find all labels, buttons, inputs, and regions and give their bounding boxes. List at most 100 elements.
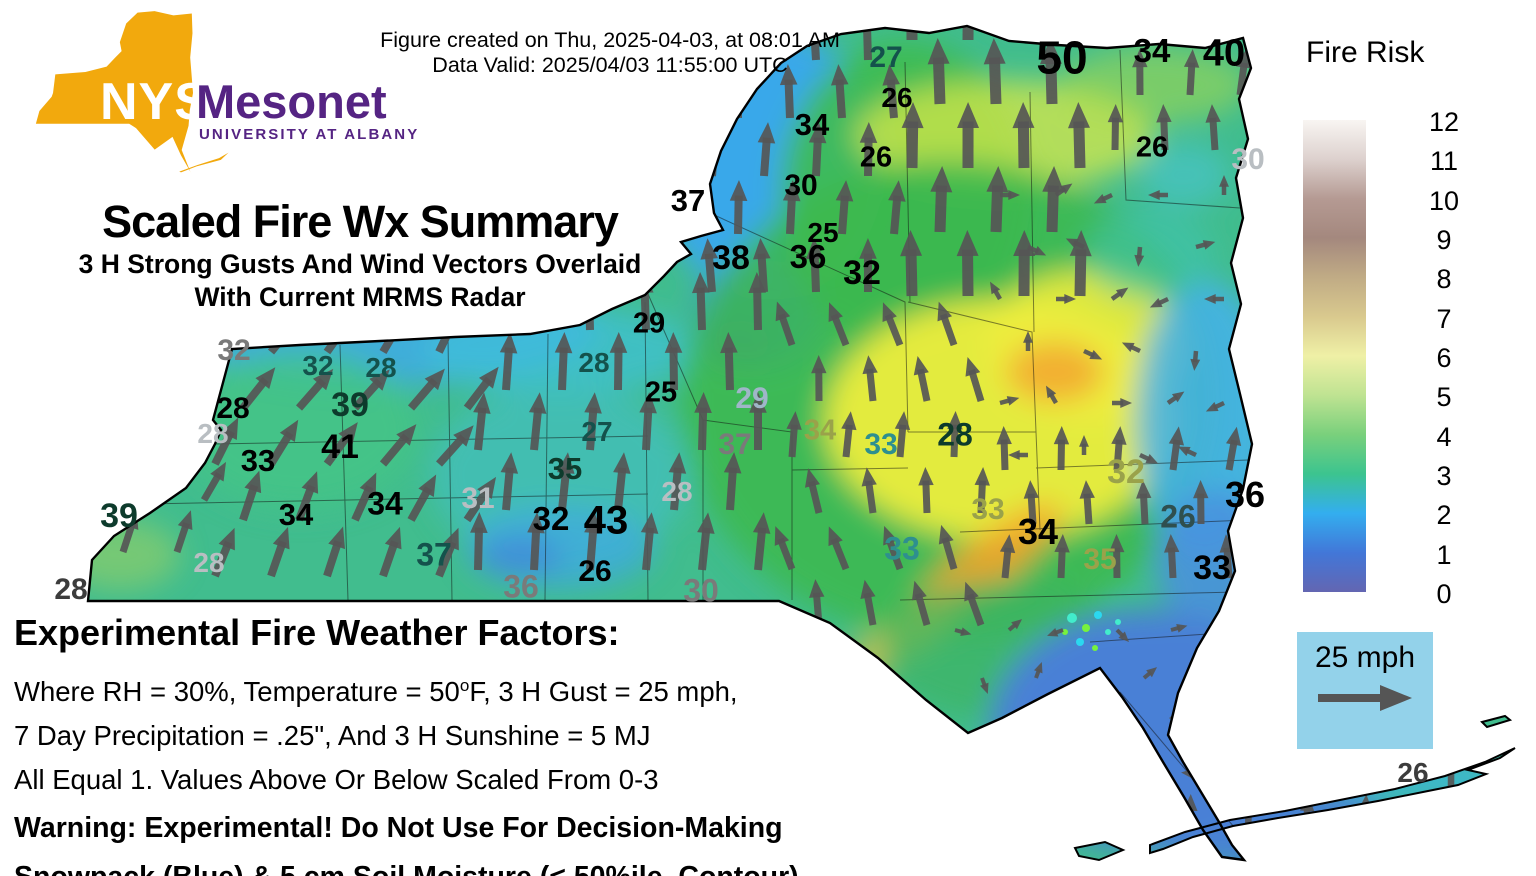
wind-arrow xyxy=(1186,726,1195,749)
wind-arrow xyxy=(554,332,573,354)
wind-arrow xyxy=(918,467,934,486)
wind-arrow xyxy=(894,411,911,430)
wind-arrow xyxy=(1230,723,1242,733)
wind-arrow xyxy=(98,459,113,479)
wind-arrow xyxy=(1039,38,1062,65)
wind-arrow xyxy=(301,471,319,494)
wind-arrow xyxy=(968,369,985,403)
wind-arrow xyxy=(642,527,655,571)
wind-arrow xyxy=(1167,547,1177,579)
wind-arrow xyxy=(1215,0,1230,15)
wind-arrow xyxy=(1202,240,1216,250)
wind-arrow xyxy=(384,526,402,550)
wind-arrow xyxy=(811,355,827,374)
wind-arrow xyxy=(1001,547,1012,579)
wind-arrow xyxy=(1113,439,1123,471)
fire-risk-tick-8: 8 xyxy=(1436,264,1452,295)
wind-arrow xyxy=(396,424,417,446)
wind-arrow xyxy=(1215,766,1224,789)
wind-arrow xyxy=(882,64,900,86)
wind-arrow xyxy=(1026,772,1037,780)
wind-arrow xyxy=(1034,662,1043,674)
wind-arrow xyxy=(1149,298,1163,308)
wind-arrow xyxy=(668,452,687,474)
wind-speed-legend: 25 mph xyxy=(1297,632,1433,749)
wind-arrow xyxy=(477,476,497,500)
wind-arrow xyxy=(379,540,399,578)
figure-subtitle-1: 3 H Strong Gusts And Wind Vectors Overla… xyxy=(78,249,642,279)
wind-arrow xyxy=(640,512,659,534)
wind-arrow xyxy=(913,355,929,376)
warning-line-1: Warning: Experimental! Do Not Use For De… xyxy=(14,812,783,845)
wind-arrow xyxy=(1046,185,1059,233)
wind-arrow xyxy=(1204,294,1216,304)
wind-arrow xyxy=(914,592,931,626)
wind-arrow xyxy=(697,512,715,534)
wind-arrow xyxy=(210,461,227,482)
wind-arrow xyxy=(1053,426,1070,445)
gust-value: 34 xyxy=(804,414,836,446)
wind-arrow xyxy=(696,287,706,331)
wind-arrow xyxy=(42,471,52,500)
gust-value: 27 xyxy=(869,41,902,74)
wind-arrow xyxy=(473,392,491,414)
wind-arrow xyxy=(1017,121,1030,169)
wind-arrow xyxy=(351,485,374,522)
wind-arrow xyxy=(784,79,794,119)
wind-arrow xyxy=(932,57,946,105)
gust-value: 25 xyxy=(807,217,838,248)
gust-value: 28 xyxy=(197,418,228,449)
wind-arrow xyxy=(613,452,631,474)
wind-arrow xyxy=(1299,794,1315,812)
wind-arrow xyxy=(700,238,718,260)
wind-arrow xyxy=(586,527,598,571)
wind-arrow xyxy=(1115,287,1129,299)
wind-arrow xyxy=(120,421,145,451)
wind-arrow xyxy=(980,682,989,694)
fire-risk-tick-2: 2 xyxy=(1436,500,1452,531)
wind-arrow xyxy=(530,407,543,451)
wind-arrow xyxy=(706,122,724,144)
wind-arrow xyxy=(863,592,877,626)
wind-arrow xyxy=(901,102,924,129)
gust-value: 26 xyxy=(578,555,611,588)
wind-arrow xyxy=(1089,350,1103,360)
gust-value: 50 xyxy=(1036,32,1087,84)
footer-line1-post: F, 3 H Gust = 25 mph, xyxy=(469,676,738,708)
wind-arrow xyxy=(1236,62,1248,96)
wind-arrow xyxy=(930,166,953,193)
gust-value: 37 xyxy=(416,537,452,573)
wind-arrow xyxy=(359,472,377,496)
wind-arrow xyxy=(1008,450,1020,460)
gust-value: 41 xyxy=(321,428,359,466)
wind-arrow xyxy=(255,367,276,390)
wind-arrow xyxy=(859,122,878,143)
gust-value: 26 xyxy=(1136,131,1168,163)
wind-arrow xyxy=(418,474,437,497)
wind-arrow xyxy=(1143,769,1154,776)
wind-arrow xyxy=(1088,772,1098,782)
wind-arrow xyxy=(22,411,38,431)
wind-arrow xyxy=(1079,480,1095,499)
wind-arrow xyxy=(528,392,547,414)
figure-created-text: Figure created on Thu, 2025-04-03, at 08… xyxy=(380,28,840,52)
gust-value: 35 xyxy=(1083,543,1116,576)
wind-arrow xyxy=(1225,439,1238,471)
wind-arrow xyxy=(669,347,678,391)
title-block: Scaled Fire Wx Summary 3 H Strong Gusts … xyxy=(20,196,700,314)
wind-arrow xyxy=(92,470,111,502)
gust-value: 31 xyxy=(461,482,494,515)
wind-arrow xyxy=(1186,62,1196,96)
wind-arrow xyxy=(841,411,857,431)
wind-arrow xyxy=(782,180,801,202)
wind-arrow xyxy=(950,424,959,458)
wind-speed-legend-label: 25 mph xyxy=(1314,641,1416,674)
wind-arrow xyxy=(584,512,602,534)
gust-value: 33 xyxy=(884,531,920,567)
wind-arrow xyxy=(1107,104,1124,123)
wind-arrow xyxy=(173,522,190,554)
wind-arrow xyxy=(15,422,31,448)
wind-arrow xyxy=(866,368,877,402)
footer-factors-line-1: Where RH = 30%, Temperature = 50oF, 3 H … xyxy=(14,676,914,708)
